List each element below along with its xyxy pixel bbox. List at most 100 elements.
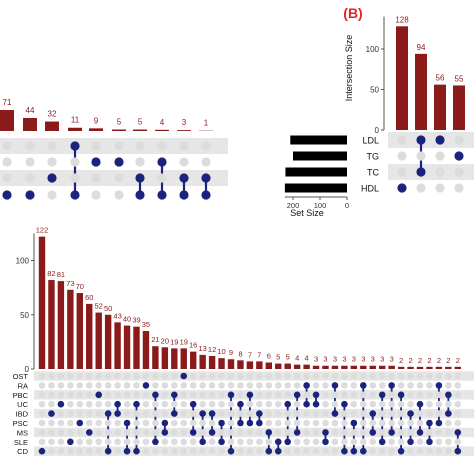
matrix-dot-empty [407, 447, 414, 455]
matrix-dot-empty [293, 447, 301, 455]
matrix-dot-empty [95, 410, 102, 417]
matrix-dot-filled [133, 400, 140, 408]
matrix-dot-filled [369, 429, 377, 436]
bar-value-label: 40 [123, 315, 131, 324]
matrix-dot-empty [256, 391, 263, 399]
matrix-dot-empty [180, 382, 188, 389]
matrix-dot-empty [142, 419, 150, 427]
matrix-row-band [0, 138, 228, 154]
matrix-dot-empty [142, 400, 150, 408]
matrix-dot-empty [274, 419, 282, 427]
matrix-dot-empty [435, 400, 443, 408]
matrix-dot-empty [114, 419, 121, 427]
matrix-dot-empty [426, 447, 433, 455]
bar-value-label: 3 [361, 355, 365, 364]
bar-value-label: 3 [342, 355, 346, 364]
bar-value-label: 5 [117, 118, 122, 127]
matrix-dot-filled [369, 410, 377, 417]
matrix-dot-empty [218, 400, 225, 408]
matrix-dot-filled [38, 447, 46, 455]
matrix-dot-empty [171, 438, 178, 446]
matrix-dot-empty [114, 372, 121, 380]
bar-value-label: 9 [229, 348, 233, 357]
matrix-dot-empty [152, 447, 159, 455]
matrix-dot-empty [171, 429, 178, 436]
matrix-dot-empty [171, 372, 178, 380]
matrix-dot-filled [256, 410, 263, 417]
matrix-dot-empty [312, 382, 320, 389]
matrix-dot-empty [180, 447, 188, 455]
set-name-label: UC [17, 400, 28, 409]
bar-value-label: 2 [446, 356, 450, 365]
matrix-dot-filled [426, 438, 433, 446]
matrix-dot-empty [57, 429, 65, 436]
matrix-dot-empty [388, 372, 395, 380]
matrix-dot-empty [171, 400, 178, 408]
bar [388, 365, 395, 369]
matrix-dot-empty [114, 141, 124, 151]
bar [416, 366, 424, 369]
y-tick-label: 50 [20, 311, 29, 320]
matrix-dot-empty [237, 447, 244, 455]
matrix-dot-empty [67, 372, 74, 380]
matrix-dot-empty [246, 372, 254, 380]
bar [104, 314, 112, 369]
bar [293, 364, 301, 369]
bar-value-label: 3 [314, 355, 318, 364]
matrix-dot-empty [85, 382, 93, 389]
matrix-dot-filled [95, 391, 102, 399]
matrix-dot-filled [135, 190, 145, 200]
matrix-dot-empty [331, 391, 339, 399]
matrix-dot-empty [256, 382, 263, 389]
bar-value-label: 3 [390, 355, 394, 364]
set-name-label: OST [13, 372, 29, 381]
matrix-dot-empty [369, 382, 377, 389]
bar-value-label: 81 [57, 270, 65, 279]
bar [161, 347, 169, 369]
matrix-dot-filled [397, 447, 405, 455]
matrix-dot-empty [85, 400, 93, 408]
matrix-dot-empty [360, 419, 367, 427]
matrix-dot-empty [350, 400, 358, 408]
matrix-dot-empty [445, 382, 452, 389]
matrix-dot-empty [104, 419, 112, 427]
matrix-dot-empty [57, 372, 65, 380]
set-name-label: CD [17, 447, 28, 456]
bar [303, 364, 310, 369]
matrix-dot-empty [454, 372, 462, 380]
bar-value-label: 20 [161, 336, 169, 345]
set-name-label: TG [367, 152, 380, 162]
matrix-dot-filled [104, 447, 112, 455]
matrix-dot-filled [208, 429, 216, 436]
matrix-dot-filled [67, 438, 74, 446]
matrix-dot-empty [180, 429, 188, 436]
bar [322, 365, 329, 369]
matrix-dot-empty [133, 419, 140, 427]
matrix-row-band [34, 427, 474, 438]
bar [227, 359, 235, 369]
bar [67, 289, 74, 369]
matrix-dot-empty [426, 429, 433, 436]
matrix-dot-empty [95, 429, 102, 436]
matrix-dot-filled [331, 410, 339, 417]
matrix-dot-empty [199, 447, 206, 455]
matrix-dot-empty [161, 372, 169, 380]
matrix-dot-filled [378, 438, 386, 446]
matrix-dot-empty [397, 438, 405, 446]
matrix-dot-empty [369, 419, 377, 427]
matrix-dot-empty [85, 419, 93, 427]
matrix-dot-filled [454, 151, 464, 161]
matrix-dot-filled [312, 391, 320, 399]
matrix-dot-empty [312, 419, 320, 427]
matrix-dot-empty [407, 372, 414, 380]
set-size-tick-label: 200 [287, 201, 300, 210]
matrix-dot-filled [114, 410, 121, 417]
matrix-dot-empty [142, 391, 150, 399]
matrix-dot-empty [435, 183, 445, 193]
matrix-dot-filled [218, 438, 225, 446]
matrix-dot-empty [157, 141, 167, 151]
matrix-dot-filled [435, 419, 443, 427]
matrix-dot-empty [161, 382, 169, 389]
matrix-dot-filled [227, 391, 235, 399]
matrix-dot-empty [407, 400, 414, 408]
